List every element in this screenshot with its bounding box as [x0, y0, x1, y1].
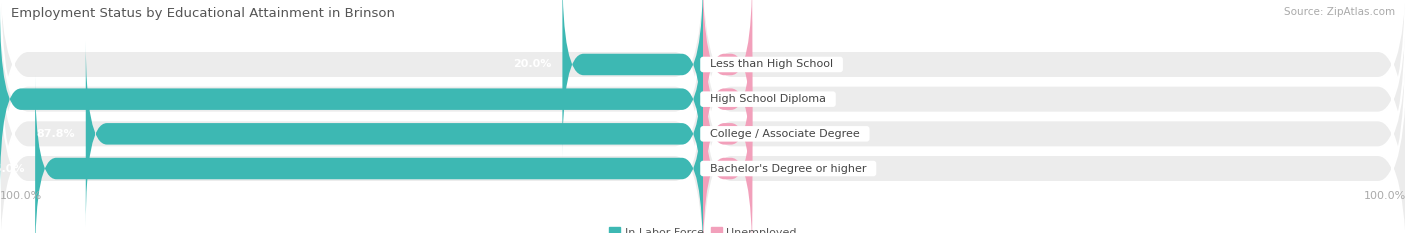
FancyBboxPatch shape — [703, 75, 752, 233]
Text: 0.0%: 0.0% — [762, 94, 792, 104]
Text: Source: ZipAtlas.com: Source: ZipAtlas.com — [1284, 7, 1395, 17]
FancyBboxPatch shape — [703, 9, 1406, 233]
Text: 0.0%: 0.0% — [762, 164, 792, 174]
FancyBboxPatch shape — [562, 0, 703, 158]
Text: High School Diploma: High School Diploma — [703, 94, 832, 104]
Text: 100.0%: 100.0% — [1364, 191, 1406, 201]
FancyBboxPatch shape — [703, 0, 752, 158]
Text: Bachelor's Degree or higher: Bachelor's Degree or higher — [703, 164, 873, 174]
FancyBboxPatch shape — [0, 0, 703, 190]
Text: 100.0%: 100.0% — [0, 191, 42, 201]
FancyBboxPatch shape — [0, 43, 703, 233]
FancyBboxPatch shape — [703, 0, 1406, 190]
FancyBboxPatch shape — [703, 41, 752, 227]
FancyBboxPatch shape — [703, 43, 1406, 233]
Legend: In Labor Force, Unemployed: In Labor Force, Unemployed — [605, 223, 801, 233]
Text: 87.8%: 87.8% — [37, 129, 76, 139]
FancyBboxPatch shape — [0, 0, 703, 224]
FancyBboxPatch shape — [0, 9, 703, 233]
FancyBboxPatch shape — [35, 75, 703, 233]
Text: 95.0%: 95.0% — [0, 164, 25, 174]
FancyBboxPatch shape — [86, 41, 703, 227]
Text: 0.0%: 0.0% — [762, 129, 792, 139]
Text: Less than High School: Less than High School — [703, 59, 841, 69]
Text: College / Associate Degree: College / Associate Degree — [703, 129, 866, 139]
Text: Employment Status by Educational Attainment in Brinson: Employment Status by Educational Attainm… — [11, 7, 395, 20]
FancyBboxPatch shape — [0, 6, 703, 192]
Text: 0.0%: 0.0% — [762, 59, 792, 69]
Text: 20.0%: 20.0% — [513, 59, 551, 69]
FancyBboxPatch shape — [703, 6, 752, 192]
FancyBboxPatch shape — [703, 0, 1406, 224]
